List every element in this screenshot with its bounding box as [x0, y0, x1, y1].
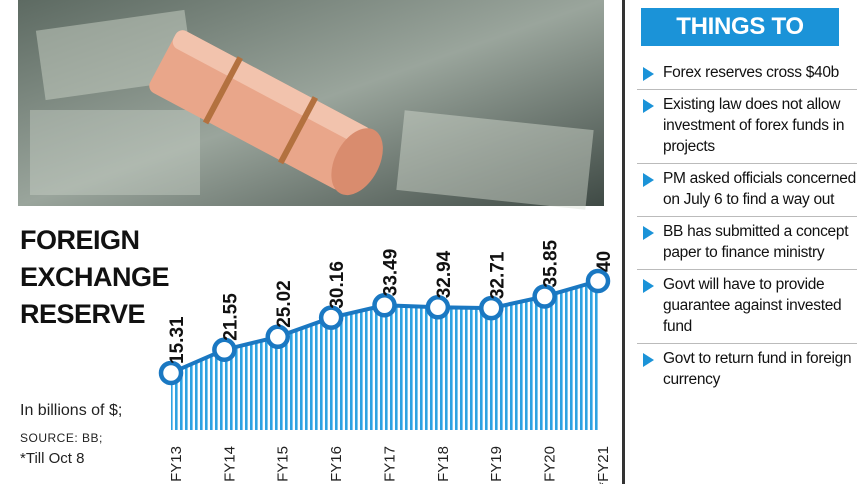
chart-title: FOREIGN EXCHANGE RESERVE — [20, 225, 170, 329]
point — [479, 295, 504, 321]
value-label: 32.71 — [487, 251, 508, 299]
x-tick-label: FY14 — [221, 446, 238, 482]
x-tick-label: FY13 — [168, 446, 185, 482]
source: SOURCE: BB; — [20, 431, 103, 445]
x-tick-label: FY17 — [381, 446, 398, 482]
point — [158, 360, 184, 386]
value-label: 35.85 — [541, 239, 562, 287]
value-label: 15.31 — [167, 316, 188, 364]
sidebar-title: THINGS TO KNOW — [641, 8, 839, 78]
photo — [18, 0, 604, 210]
x-tick-label: *FY21 — [595, 446, 612, 484]
value-label: 40 — [594, 251, 615, 272]
point — [585, 268, 611, 294]
sidebar-list: Forex reserves cross $40b Existing law do… — [637, 58, 857, 396]
point — [425, 295, 451, 320]
value-label: 21.55 — [220, 293, 241, 341]
x-tick-label: FY20 — [542, 446, 559, 482]
point — [265, 324, 290, 350]
x-tick-label: FY18 — [435, 446, 452, 482]
sidebar-item: BB has submitted a concept paper to fina… — [637, 217, 857, 270]
footnote: *Till Oct 8 — [20, 450, 85, 467]
x-tick-label: FY19 — [488, 446, 505, 482]
point — [318, 305, 344, 330]
sidebar-item: Govt to return fund in foreign currency — [637, 344, 857, 396]
point — [212, 337, 237, 362]
value-label: 30.16 — [327, 261, 348, 309]
sidebar-item: Forex reserves cross $40b — [637, 58, 857, 90]
value-label: 33.49 — [381, 249, 402, 297]
point — [532, 284, 557, 309]
point — [372, 292, 397, 318]
sidebar-item: Govt will have to provide guarantee agai… — [637, 270, 857, 344]
sidebar-item: Existing law does not allow investment o… — [637, 90, 857, 164]
sidebar-item: PM asked officials concerned on July 6 t… — [637, 164, 857, 217]
value-label: 32.94 — [434, 250, 455, 298]
sidebar: THINGS TO KNOW Forex reserves cross $40b… — [622, 0, 860, 484]
x-tick-label: FY15 — [275, 446, 292, 482]
x-tick-label: FY16 — [328, 446, 345, 482]
unit-note: In billions of $; — [20, 402, 123, 419]
value-label: 25.02 — [274, 280, 295, 328]
